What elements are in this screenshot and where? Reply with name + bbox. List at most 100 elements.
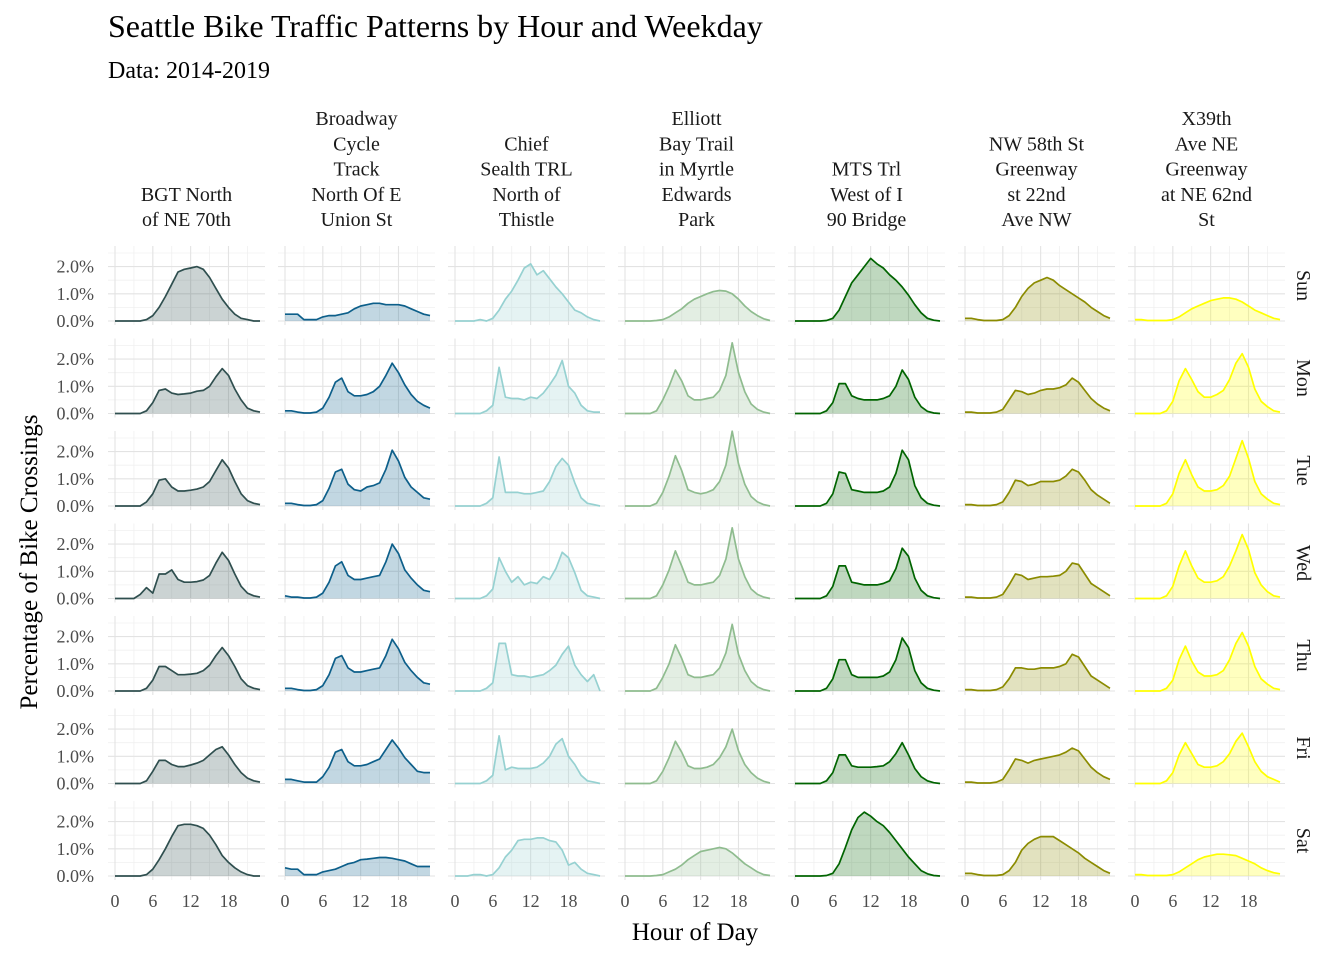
- facet-panel: [448, 616, 605, 695]
- series-line: [795, 449, 941, 507]
- column-strip-label: Ave NE: [1175, 133, 1239, 155]
- series-area: [115, 647, 260, 691]
- x-tick-label: 0: [791, 891, 800, 911]
- facet-panel: [278, 523, 435, 603]
- series-line: [795, 257, 941, 322]
- series-area: [285, 450, 430, 506]
- x-tick-label: 6: [148, 891, 157, 911]
- series-line: [795, 369, 941, 415]
- x-tick-label: 18: [729, 891, 747, 911]
- series-line: [625, 728, 771, 785]
- column-strip-label: Track: [334, 159, 380, 181]
- series-area: [455, 837, 600, 876]
- facet-panel: [1128, 708, 1285, 788]
- column-strip-label: Union St: [321, 209, 393, 231]
- y-tick-label: 0.0%: [57, 589, 95, 609]
- series-area: [1135, 440, 1280, 506]
- series-area: [625, 729, 770, 784]
- series-line: [625, 289, 771, 322]
- row-strip-label: Sun: [1292, 270, 1314, 301]
- series-line: [115, 551, 261, 600]
- x-tick-label: 0: [961, 891, 970, 911]
- y-tick-label: 0.0%: [57, 404, 95, 424]
- series-area: [795, 638, 940, 691]
- series-line: [1135, 352, 1281, 415]
- y-tick-label: 1.0%: [57, 376, 95, 396]
- facet-panel: [108, 523, 265, 603]
- row-strip-label: Wed: [1292, 545, 1314, 581]
- facet-panel: [448, 708, 605, 788]
- x-tick-label: 12: [1202, 891, 1220, 911]
- series-area: [455, 457, 600, 506]
- column-strip-label: St: [1198, 209, 1215, 231]
- series-area: [285, 639, 430, 691]
- y-tick-label: 1.0%: [57, 469, 95, 489]
- series-line: [115, 265, 260, 322]
- series-area: [965, 378, 1110, 414]
- x-tick-label: 12: [522, 891, 540, 911]
- panels-layer: BGT North of NE 70th Broadway Cycle Track Nor…: [57, 108, 1315, 911]
- column-strip-label: North Of E: [312, 184, 402, 206]
- facet-panel: [1128, 801, 1285, 880]
- series-area: [455, 360, 600, 414]
- series-line: [455, 837, 601, 877]
- series-area: [115, 459, 260, 506]
- facet-panel: [958, 801, 1115, 880]
- x-tick-label: 0: [281, 891, 290, 911]
- series-line: [795, 637, 941, 692]
- series-area: [455, 735, 600, 784]
- series-line: [455, 642, 601, 692]
- series-line: [965, 276, 1111, 322]
- x-tick-label: 12: [1032, 891, 1050, 911]
- x-tick-label: 18: [1239, 891, 1257, 911]
- row-strip-label: Sat: [1292, 828, 1314, 854]
- series-area: [965, 277, 1110, 321]
- y-tick-label: 1.0%: [57, 839, 95, 859]
- column-strip-label: in Myrtle: [659, 159, 734, 181]
- y-tick-label: 1.0%: [57, 654, 95, 674]
- column-strip-label: MTS Trl: [832, 159, 902, 181]
- series-line: [284, 856, 430, 876]
- column-strip-label: Greenway: [1165, 159, 1247, 181]
- x-tick-label: 0: [621, 891, 630, 911]
- series-area: [1135, 534, 1280, 599]
- series-area: [625, 624, 770, 691]
- series-area: [115, 266, 260, 321]
- series-line: [115, 646, 261, 692]
- series-area: [115, 824, 260, 876]
- y-tick-label: 2.0%: [57, 534, 95, 554]
- x-tick-label: 18: [559, 891, 577, 911]
- y-tick-label: 0.0%: [57, 866, 95, 886]
- x-tick-label: 12: [352, 891, 370, 911]
- column-strip-label: st 22nd: [1007, 184, 1065, 206]
- facet-panel: [108, 801, 265, 880]
- x-tick-label: 0: [1131, 891, 1140, 911]
- x-tick-label: 0: [111, 891, 120, 911]
- series-area: [625, 290, 770, 321]
- column-strip-label: Bay Trail: [659, 133, 734, 155]
- series-area: [795, 450, 940, 506]
- series-line: [1135, 631, 1281, 692]
- column-strip-label: West of I: [830, 184, 903, 206]
- series-line: [455, 735, 601, 785]
- series-area: [455, 643, 600, 691]
- series-line: [965, 835, 1111, 877]
- series-line: [455, 263, 601, 322]
- x-tick-label: 18: [899, 891, 917, 911]
- series-line: [625, 846, 771, 877]
- series-line: [625, 623, 771, 692]
- facet-panel: [618, 431, 775, 510]
- facet-panel: [618, 246, 775, 325]
- series-area: [795, 258, 940, 321]
- x-axis-title: Hour of Day: [632, 919, 759, 946]
- series-line: [795, 811, 941, 877]
- series-area: [625, 527, 770, 599]
- series-area: [285, 740, 430, 784]
- column-strip-label: BGT North: [141, 184, 232, 206]
- y-tick-label: 2.0%: [57, 627, 95, 647]
- facet-panel: [448, 431, 605, 510]
- series-line: [795, 547, 941, 600]
- facet-panel: [958, 431, 1115, 510]
- row-strip-label: Fri: [1292, 736, 1314, 760]
- series-area: [625, 847, 770, 876]
